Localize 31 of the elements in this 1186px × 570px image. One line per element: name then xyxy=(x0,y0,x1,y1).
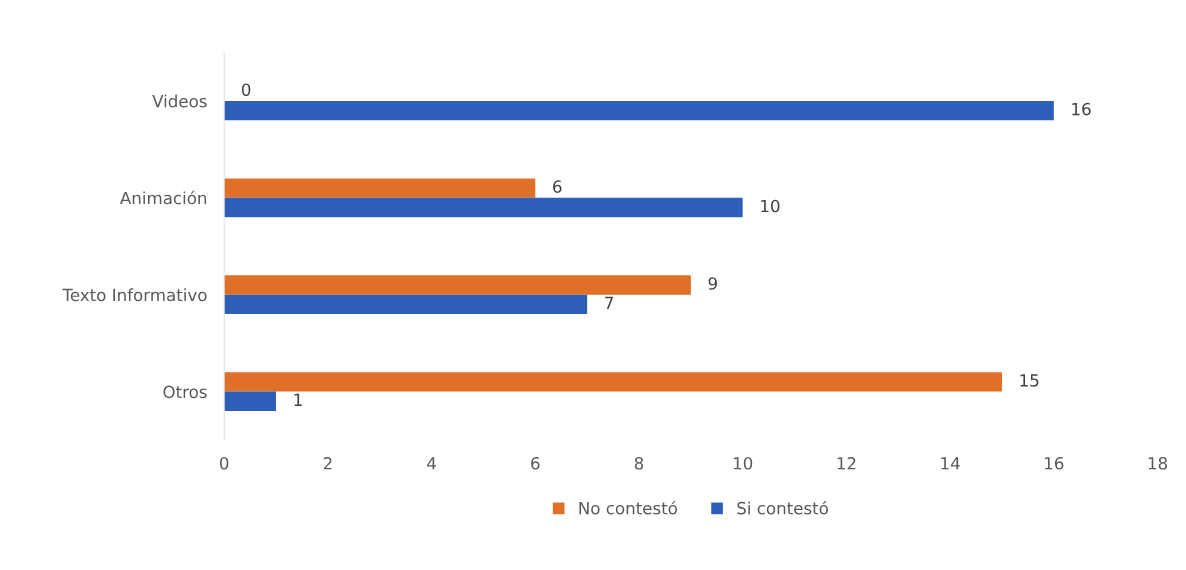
x-tick-label: 10 xyxy=(733,457,753,470)
data-label: 7 xyxy=(605,296,613,309)
y-tick-label: Videos xyxy=(152,94,207,108)
x-tick-label: 18 xyxy=(1148,457,1167,470)
x-tick-label: 2 xyxy=(323,457,332,470)
legend-label: Si contestó xyxy=(737,500,828,515)
x-tick-label: 16 xyxy=(1045,457,1064,470)
data-label: 9 xyxy=(708,277,717,290)
bar xyxy=(224,275,691,295)
data-label: 16 xyxy=(1072,102,1091,116)
bar xyxy=(224,100,1054,121)
x-tick-label: 6 xyxy=(531,457,540,470)
data-label: 6 xyxy=(553,180,562,193)
legend-label: No contestó xyxy=(579,500,677,515)
x-tick-label: 8 xyxy=(634,457,644,470)
data-label: 10 xyxy=(761,199,780,213)
data-label: 15 xyxy=(1020,374,1039,387)
y-tick-label: Otros xyxy=(163,385,207,399)
x-tick-label: 0 xyxy=(219,457,229,470)
y-tick-label: Texto Informativo xyxy=(62,288,207,302)
data-label: 1 xyxy=(294,393,302,406)
bar xyxy=(224,197,743,218)
bar xyxy=(224,294,588,315)
x-tick-label: 14 xyxy=(941,457,960,470)
y-tick-label: Animación xyxy=(120,190,207,205)
bar xyxy=(224,372,1002,392)
bar xyxy=(224,178,536,198)
x-tick-label: 4 xyxy=(427,457,436,470)
bar xyxy=(224,391,277,411)
x-tick-label: 12 xyxy=(837,457,856,470)
data-label: 0 xyxy=(241,83,251,97)
